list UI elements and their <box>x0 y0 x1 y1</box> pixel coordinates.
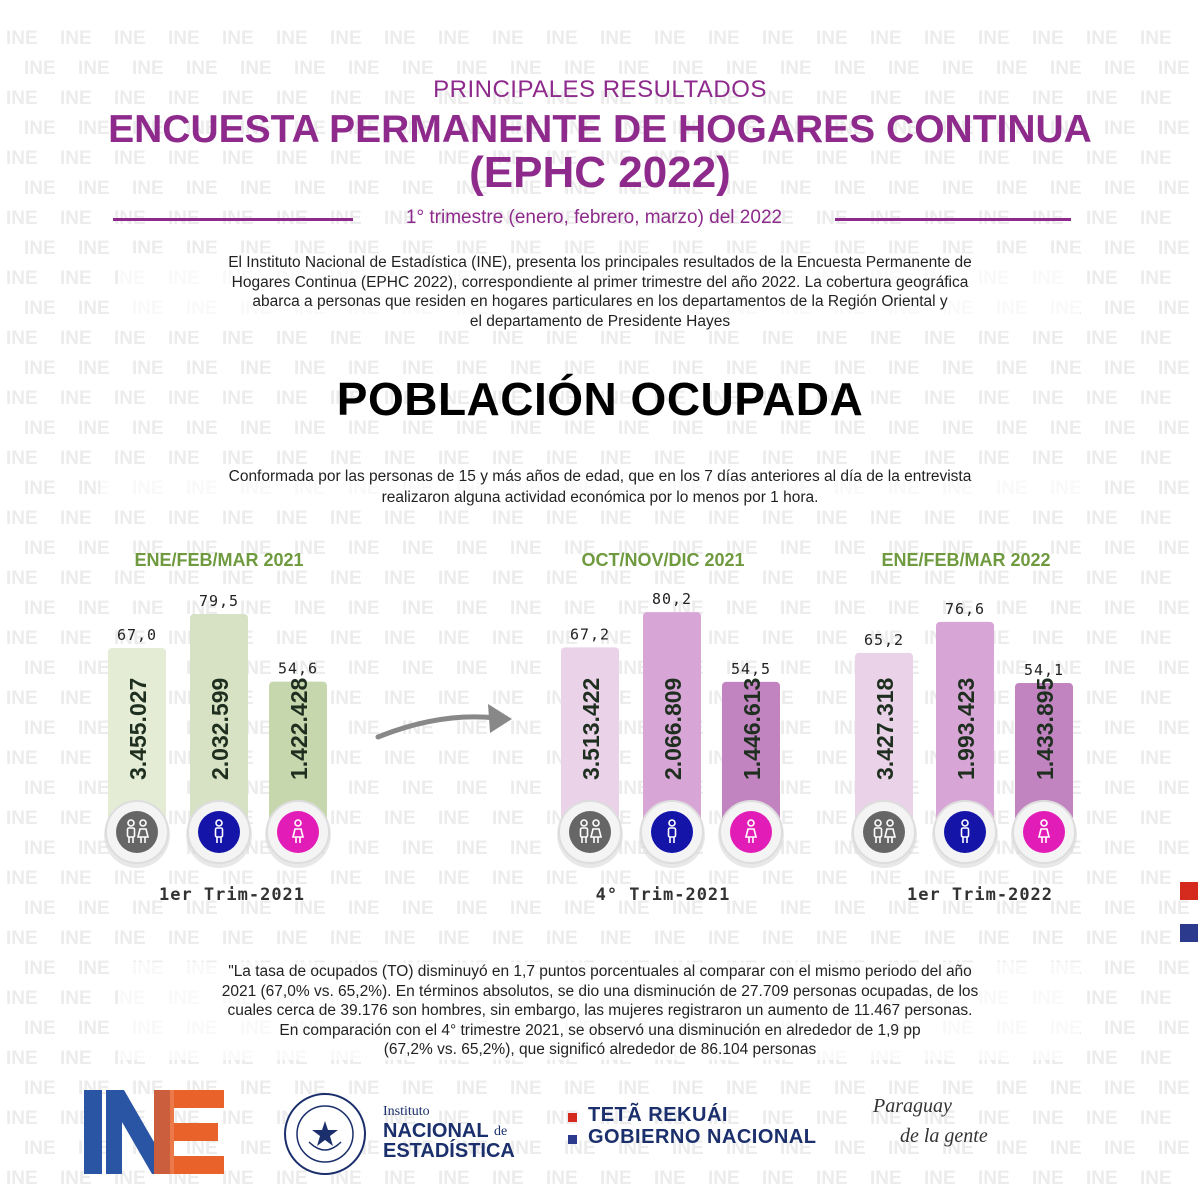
intro-line: El Instituto Nacional de Estadística (IN… <box>228 254 972 271</box>
count-label: 2.032.599 <box>207 678 233 780</box>
divider-right <box>835 218 1071 221</box>
arrow-right-icon <box>375 704 512 740</box>
quote-line: 2021 (67,0% vs. 65,2%). En términos abso… <box>221 982 979 1000</box>
definition-line: realizaron alguna actividad económica po… <box>381 489 819 506</box>
chart-title: OCT/NOV/DIC 2021 <box>581 550 744 570</box>
page-title: ENCUESTA PERMANENTE DE HOGARES CONTINUA <box>108 108 1092 151</box>
chart-title: ENE/FEB/MAR 2022 <box>881 550 1050 570</box>
bar-hombres <box>643 612 701 840</box>
divider-left <box>113 218 353 221</box>
institute-small-label: Instituto <box>383 1104 430 1119</box>
rate-label: 54,6 <box>278 660 318 678</box>
page-title-year: (EPHC 2022) <box>469 148 731 197</box>
section-title: POBLACIÓN OCUPADA <box>336 373 864 425</box>
count-label: 1.422.428 <box>286 677 312 780</box>
rate-label: 67,2 <box>570 625 610 643</box>
count-label: 3.455.027 <box>125 678 151 780</box>
institute-de: de <box>494 1124 508 1139</box>
definition-text: Conformada por las personas de 15 y más … <box>100 466 1100 508</box>
summary-quote: "La tasa de ocupados (TO) disminuyó en 1… <box>120 962 1080 1060</box>
chart-title: ENE/FEB/MAR 2021 <box>134 550 303 570</box>
intro-line: abarca a personas que residen en hogares… <box>252 293 948 310</box>
quote-line: En comparación con el 4° trimestre 2021,… <box>279 1021 921 1039</box>
side-blue-square <box>1180 924 1198 942</box>
chart-footer-label: 1er Trim-2021 <box>159 885 305 905</box>
icon-figure <box>214 819 224 843</box>
header-subtitle: PRINCIPALES RESULTADOS <box>433 76 767 103</box>
icon-figure <box>579 819 603 843</box>
rate-label: 76,6 <box>945 600 985 618</box>
icon-figure <box>744 819 758 843</box>
bar-mujeres <box>1015 683 1073 840</box>
rate-label: 54,1 <box>1024 661 1064 679</box>
chart-footer-label: 1er Trim-2022 <box>907 885 1053 905</box>
icon-figure <box>873 819 897 843</box>
bar-total <box>108 647 166 840</box>
people-icon <box>863 811 905 853</box>
man-icon <box>198 811 240 853</box>
definition-line: Conformada por las personas de 15 y más … <box>228 468 972 485</box>
people-icon <box>116 811 158 853</box>
republic-seal-icon <box>284 1093 366 1175</box>
count-label: 3.513.422 <box>578 678 604 780</box>
count-label: 1.993.423 <box>953 678 979 780</box>
rate-label: 65,2 <box>864 631 904 649</box>
side-red-square <box>1180 882 1198 900</box>
slogan-line1: Paraguay <box>873 1095 952 1117</box>
rate-label: 54,5 <box>731 660 771 678</box>
bar-mujeres <box>722 681 780 840</box>
people-icon <box>569 811 611 853</box>
woman-icon <box>277 811 319 853</box>
intro-line: el departamento de Presidente Hayes <box>469 312 731 330</box>
icon-figure <box>667 819 677 843</box>
icon-figure <box>126 819 150 843</box>
bar-total <box>855 652 913 840</box>
rate-label: 67,0 <box>117 626 157 644</box>
quote-line: cuales cerca de 39.176 son hombres, sin … <box>227 1002 973 1019</box>
rate-label: 80,2 <box>652 590 692 608</box>
bar-mujeres <box>269 681 327 840</box>
period-label: 1° trimestre (enero, febrero, marzo) del… <box>405 207 783 228</box>
chart-group-3: ENE/FEB/MAR 2022 65,2 3.427.318 76,6 1.993.4… <box>851 550 1077 905</box>
ine-logo <box>84 1090 224 1174</box>
icon-figure <box>291 819 305 843</box>
flag-blue-square <box>568 1135 577 1144</box>
count-label: 1.433.895 <box>1032 677 1058 780</box>
quote-line: (67,2% vs. 65,2%), que significó alreded… <box>383 1041 817 1058</box>
chart-footer-label: 4° Trim-2021 <box>596 885 731 905</box>
bar-total <box>561 647 619 840</box>
man-icon <box>651 811 693 853</box>
institute-name-line1: NACIONAL <box>383 1120 489 1142</box>
rate-label: 79,5 <box>199 592 239 610</box>
icon-figure <box>960 819 970 843</box>
count-label: 2.066.809 <box>660 678 686 780</box>
institute-name-line2: ESTADÍSTICA <box>383 1140 515 1162</box>
quote-line: "La tasa de ocupados (TO) disminuyó en 1… <box>228 963 972 980</box>
icon-figure <box>1037 819 1051 843</box>
man-icon <box>944 811 986 853</box>
intro-paragraph: El Instituto Nacional de Estadística (IN… <box>120 253 1080 331</box>
chart-group-1: ENE/FEB/MAR 2021 67,0 3.455.027 79,5 2.032.5… <box>104 550 331 905</box>
count-label: 1.446.613 <box>739 678 765 780</box>
chart-group-2: OCT/NOV/DIC 2021 67,2 3.513.422 80,2 2.066.8… <box>557 550 784 905</box>
bar-hombres <box>936 621 994 840</box>
woman-icon <box>730 811 772 853</box>
count-label: 3.427.318 <box>872 677 898 780</box>
bar-hombres <box>190 614 248 840</box>
woman-icon <box>1023 811 1065 853</box>
intro-line: Hogares Continua (EPHC 2022), correspond… <box>231 273 969 291</box>
slogan-line2: de la gente <box>900 1125 988 1147</box>
gov-line2: GOBIERNO NACIONAL <box>588 1126 817 1148</box>
gov-line1: TETÃ REKUÁI <box>588 1104 728 1126</box>
flag-red-square <box>568 1113 577 1122</box>
